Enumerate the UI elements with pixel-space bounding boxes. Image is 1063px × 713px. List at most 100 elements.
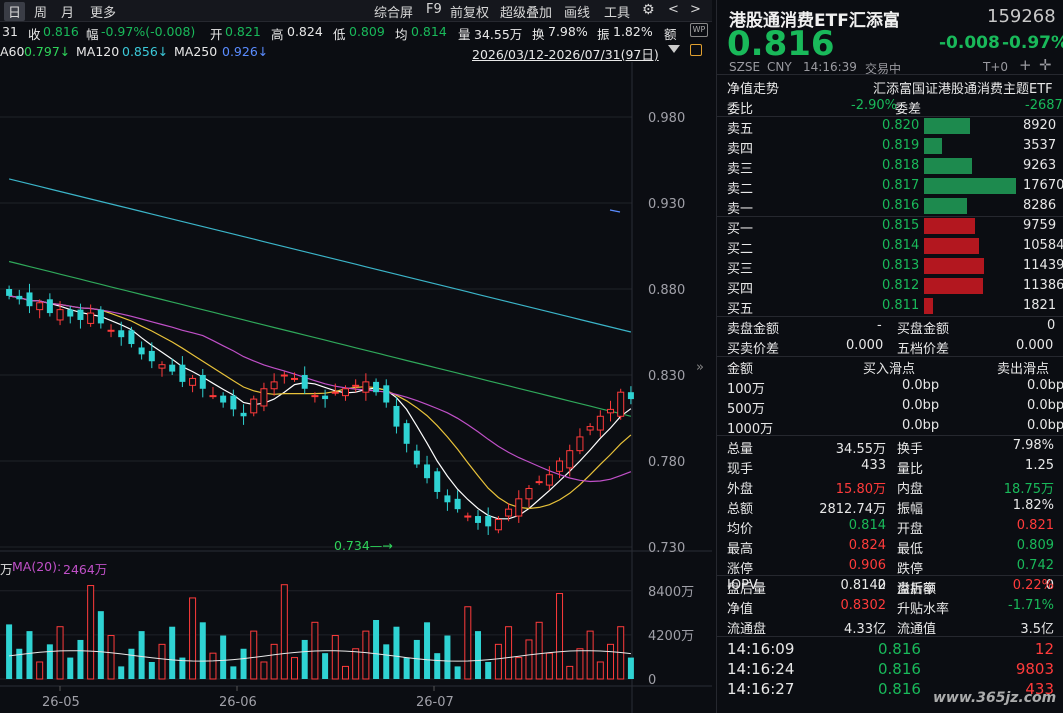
volume-bar xyxy=(209,652,217,680)
divider xyxy=(717,116,1063,117)
close-label: 收 xyxy=(28,27,41,42)
date-range-selector[interactable]: 2026/03/12-2026/07/31(97日) xyxy=(472,47,659,62)
candle-body xyxy=(341,388,349,397)
stat-label: 最低 xyxy=(897,542,924,557)
tick-price: 0.816 xyxy=(878,660,921,678)
adjust-button[interactable]: 前复权 xyxy=(450,6,490,21)
slippage-sell-header: 卖出滑点 xyxy=(997,362,1050,377)
stat-value: -1.71% xyxy=(1008,598,1054,613)
candle-body xyxy=(596,415,604,431)
stat-value: 34.55万 xyxy=(835,442,886,457)
date-tail: 31 xyxy=(2,24,18,39)
gear-icon[interactable]: ⚙ xyxy=(642,2,655,18)
order-ratio-label: 委比 xyxy=(727,102,754,117)
buy-amount-value: 0 xyxy=(1047,318,1056,333)
volume-bar xyxy=(515,657,523,680)
low-price-marker: 0.734—→ xyxy=(334,538,393,553)
slippage-row: 100万 0.0bp 0.0bp xyxy=(727,376,1063,397)
stat-value: 15.80万 xyxy=(835,482,886,497)
tick-time: 14:16:09 xyxy=(727,640,795,658)
turnover-label: 换 xyxy=(532,27,545,42)
ask-price: 0.819 xyxy=(882,138,920,153)
volume-bar xyxy=(128,648,135,679)
candle-body xyxy=(494,518,502,531)
more-menu[interactable]: 更多 xyxy=(90,6,117,21)
chart-canvas[interactable]: 0.980 0.930 0.880 0.830 0.780 0.730 8400万 4200万… xyxy=(0,62,712,713)
bid-level-row: 买五 0.811 1821 xyxy=(727,296,1063,317)
bid-ask-spread-label: 买卖价差 xyxy=(727,342,780,357)
add-watchlist-icon[interactable]: + xyxy=(1019,56,1032,74)
period-month-tab[interactable]: 月 xyxy=(61,6,75,21)
volume-bar xyxy=(556,593,564,680)
chart-toolbar: 日 周 月 更多 综合屏 F9 前复权 超级叠加 画线 工具 ⚙ < > xyxy=(0,0,712,22)
market-code: SZSE xyxy=(729,60,761,74)
tools-button[interactable]: 工具 xyxy=(604,6,631,21)
period-week-tab[interactable]: 周 xyxy=(34,6,48,21)
volume-bar xyxy=(525,639,533,680)
stat-label: 盘后额 xyxy=(897,582,937,597)
volume-bar xyxy=(362,630,370,680)
bid-volume: 9759 xyxy=(1023,218,1057,233)
candle-body xyxy=(322,395,329,400)
candle-body xyxy=(424,464,431,479)
ask-price: 0.818 xyxy=(882,158,920,173)
stats-row: 总额 振幅 2812.74万 1.82% xyxy=(727,496,1063,517)
candle-body xyxy=(535,481,543,484)
candle-body xyxy=(250,398,258,414)
volume-bar xyxy=(505,626,513,680)
composite-screen-button[interactable]: 综合屏 xyxy=(374,6,414,21)
ma250-label: MA250 xyxy=(174,44,218,59)
candle-body xyxy=(280,374,288,377)
candle-body xyxy=(301,375,308,389)
chevron-right-icon[interactable]: > xyxy=(690,2,701,17)
period-day-tab[interactable]: 日 xyxy=(4,2,26,21)
volume-bar xyxy=(6,624,13,679)
close-value: 0.816 xyxy=(43,24,79,39)
volume-bar xyxy=(270,643,278,680)
volume-bar xyxy=(230,666,237,679)
overlay-button[interactable]: 超级叠加 xyxy=(500,6,553,21)
tick-price: 0.816 xyxy=(878,680,921,698)
volume-bar xyxy=(280,584,288,680)
candle-body xyxy=(444,495,451,503)
volume-bar xyxy=(220,635,227,679)
wp-icon[interactable]: WP xyxy=(690,23,708,37)
candle-body xyxy=(617,391,625,417)
drag-icon[interactable]: ✛ xyxy=(1039,56,1052,74)
stat-value: 7.98% xyxy=(1012,438,1054,453)
volume-bar xyxy=(291,657,299,680)
date-axis-tick: 26-05 xyxy=(42,695,80,710)
low-price-marker-value: 0.734 xyxy=(334,538,370,553)
stat-label: 振幅 xyxy=(897,502,924,517)
f9-button[interactable]: F9 xyxy=(426,2,442,17)
volume-bar xyxy=(87,585,95,680)
nav-trend-link[interactable]: 净值走势 xyxy=(727,82,780,97)
ma120-value: 0.856↓ xyxy=(122,44,169,59)
candle-body xyxy=(627,392,634,400)
slippage-sell: 0.0bp xyxy=(1027,378,1063,393)
slippage-header: 金额 买入滑点 卖出滑点 xyxy=(727,356,1063,377)
candle-body xyxy=(270,381,278,390)
tick-time: 14:16:27 xyxy=(727,680,795,698)
candle-body xyxy=(148,350,155,362)
kline-chart[interactable]: 0.980 0.930 0.880 0.830 0.780 0.730 8400万 4200万… xyxy=(0,62,712,713)
stat-value: 0.821 xyxy=(1016,518,1054,533)
dropdown-icon[interactable] xyxy=(668,45,680,53)
chevron-left-icon[interactable]: < xyxy=(668,2,679,17)
bid-volume: 10584 xyxy=(1023,238,1063,253)
candle-body xyxy=(413,450,420,465)
slippage-amount: 100万 xyxy=(727,382,765,397)
open-label: 开 xyxy=(210,27,223,42)
bid-volume-bar xyxy=(924,258,984,274)
expand-panel-icon[interactable]: » xyxy=(696,360,704,375)
date-axis-tick: 26-06 xyxy=(219,695,257,710)
stat-label: 内盘 xyxy=(897,482,924,497)
draw-line-button[interactable]: 画线 xyxy=(564,6,591,21)
lock-icon[interactable] xyxy=(690,44,702,56)
candle-body xyxy=(576,436,584,452)
stat-label: 涨停 xyxy=(727,562,754,577)
five-level-spread-label: 五档价差 xyxy=(897,342,950,357)
bid-price: 0.811 xyxy=(882,298,920,313)
volume-bar xyxy=(118,666,125,679)
volume-bar xyxy=(138,631,145,679)
